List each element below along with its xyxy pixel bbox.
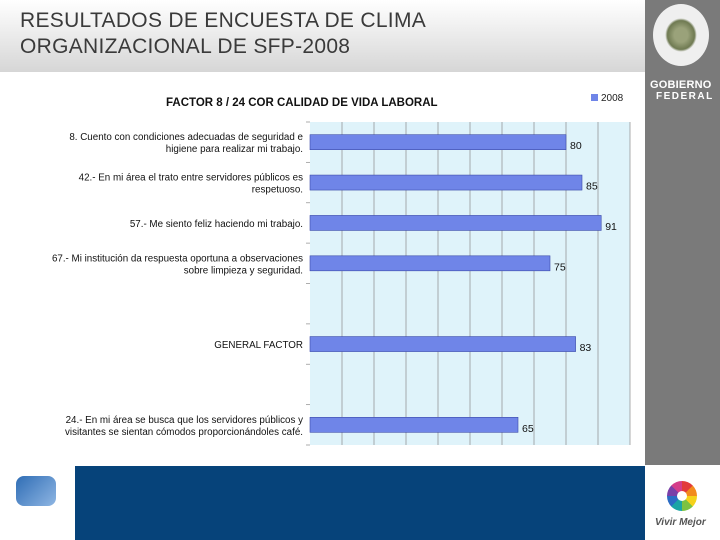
right-sidebar xyxy=(645,0,720,540)
bar xyxy=(309,336,576,352)
gobierno-text: GOBIERNO xyxy=(650,79,712,91)
chart-legend: 2008 xyxy=(591,93,624,104)
institution-logo xyxy=(8,474,66,534)
gobierno-federal-logo: GOBIERNO FEDERAL xyxy=(650,79,716,103)
value-label: 85 xyxy=(586,181,598,193)
value-label: 83 xyxy=(580,342,592,354)
mexico-seal-logo xyxy=(653,4,709,66)
value-label: 65 xyxy=(522,423,534,435)
vivir-mejor-text: Vivir Mejor xyxy=(655,517,706,528)
chart-title: FACTOR 8 / 24 COR CALIDAD DE VIDA LABORA… xyxy=(166,97,438,109)
flower-icon xyxy=(667,481,697,511)
value-label: 75 xyxy=(554,261,566,273)
bar xyxy=(309,134,567,150)
footer-bar xyxy=(75,466,645,540)
category-label: higiene para realizar mi trabajo. xyxy=(166,144,303,155)
bar-chart: FACTOR 8 / 24 COR CALIDAD DE VIDA LABORA… xyxy=(52,93,631,446)
bar xyxy=(309,174,583,191)
bars xyxy=(309,134,602,433)
legend-label: 2008 xyxy=(601,93,624,104)
category-label: 57.- Me siento feliz haciendo mi trabajo… xyxy=(130,219,303,230)
title-line-1: RESULTADOS DE ENCUESTA DE CLIMA xyxy=(20,9,427,32)
category-label: visitantes se sientan cómodos proporcion… xyxy=(65,427,303,438)
category-label: 67.- Mi institución da respuesta oportun… xyxy=(52,253,303,264)
category-label: 8. Cuento con condiciones adecuadas de s… xyxy=(69,132,303,143)
value-label: 80 xyxy=(570,140,582,152)
value-labels: 80 85 91 75 83 65 xyxy=(522,140,617,435)
federal-text: FEDERAL xyxy=(656,91,714,102)
value-label: 91 xyxy=(605,221,617,233)
header-banner: RESULTADOS DE ENCUESTA DE CLIMA ORGANIZA… xyxy=(0,0,645,72)
bar xyxy=(309,255,551,272)
category-label: 24.- En mi área se busca que los servido… xyxy=(66,415,304,426)
category-labels: 8. Cuento con condiciones adecuadas de s… xyxy=(52,132,304,438)
institution-emblem-icon xyxy=(16,476,56,506)
title-line-2: ORGANIZACIONAL DE SFP-2008 xyxy=(20,35,351,58)
category-label: 42.- En mi área el trato entre servidore… xyxy=(79,173,303,184)
bar xyxy=(309,417,519,433)
category-label: GENERAL FACTOR xyxy=(214,340,303,351)
category-label: sobre limpieza y seguridad. xyxy=(184,265,303,276)
page-title: RESULTADOS DE ENCUESTA DE CLIMA ORGANIZA… xyxy=(20,8,426,60)
category-label: respetuoso. xyxy=(252,185,303,196)
bar xyxy=(309,215,602,231)
legend-swatch xyxy=(591,94,598,101)
vivir-mejor-logo: Vivir Mejor xyxy=(645,465,720,540)
